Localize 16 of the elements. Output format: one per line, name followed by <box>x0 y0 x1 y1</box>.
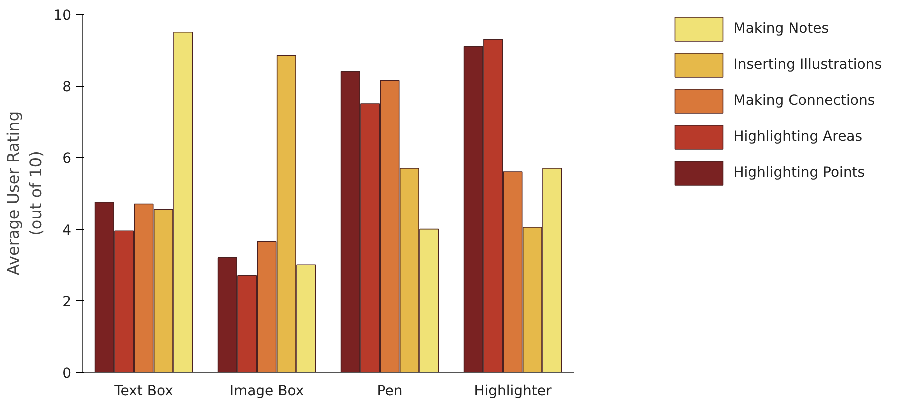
legend-label: Making Connections <box>734 93 876 109</box>
y-tick-label: 2 <box>62 294 72 310</box>
x-tick-label: Pen <box>377 384 403 400</box>
y-tick-label: 6 <box>62 151 72 168</box>
x-tick-label: Highlighter <box>474 384 552 400</box>
legend-label: Highlighting Areas <box>734 129 863 145</box>
y-tick-label: 0 <box>62 366 72 382</box>
y-axis-title: Average User Rating (out of 10) <box>4 112 46 276</box>
y-tick-label: 8 <box>62 80 72 96</box>
legend-label: Highlighting Points <box>734 165 866 181</box>
legend-label: Inserting Illustrations <box>734 57 882 73</box>
legend-label: Making Notes <box>734 21 830 37</box>
y-tick-label: 10 <box>54 8 72 24</box>
x-tick-label: Image Box <box>230 384 304 400</box>
y-tick-label: 4 <box>62 222 72 239</box>
x-tick-label: Text Box <box>114 384 174 400</box>
